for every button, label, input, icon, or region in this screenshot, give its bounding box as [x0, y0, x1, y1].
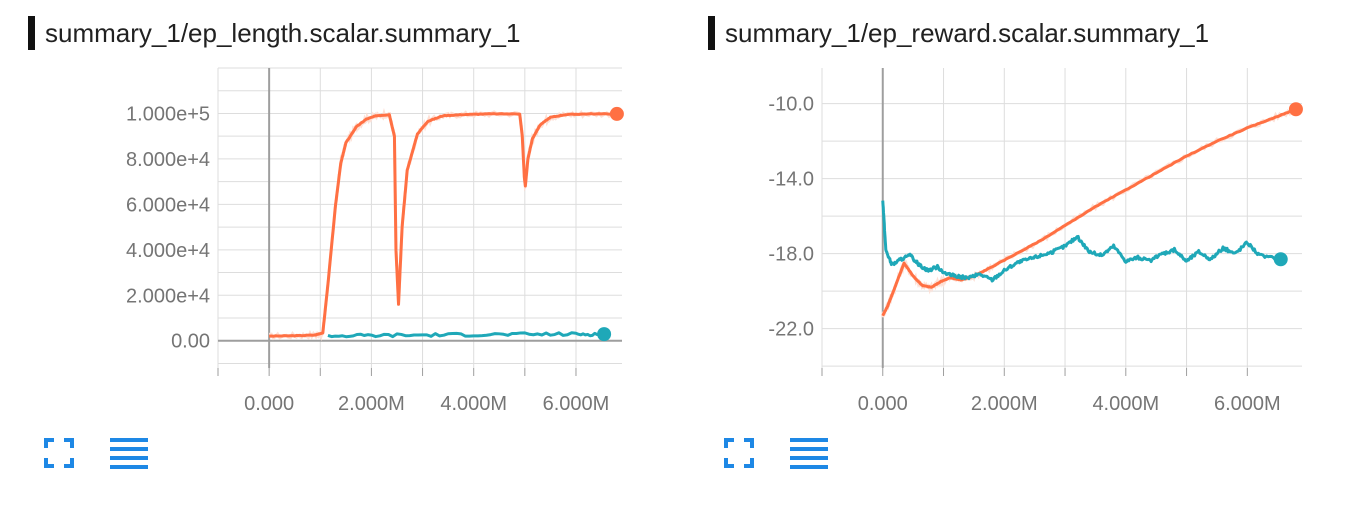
y-tick-label: -14.0 [768, 169, 814, 191]
data-table-lines-icon [110, 438, 148, 469]
series-raw-line [269, 107, 619, 342]
y-tick-label: 4.000e+4 [126, 240, 210, 262]
expand-button[interactable] [44, 438, 74, 468]
x-axis-ticks [217, 368, 577, 376]
line-chart-ep-reward[interactable]: -22.0 -18.0 -14.0 -10.0 0.000 2.000M 4.000M 6.0… [680, 0, 1340, 508]
x-tick-label: 4.000M [1092, 393, 1159, 415]
y-tick-label: 2.000e+4 [126, 285, 210, 307]
series-endpoint-marker [597, 327, 612, 342]
x-tick-label: 0.000 [858, 393, 908, 415]
gridlines [217, 67, 622, 368]
x-tick-label: 2.000M [338, 393, 405, 415]
series-line-orange [268, 112, 618, 338]
data-table-lines-icon [790, 438, 828, 469]
x-tick-label: 2.000M [971, 393, 1038, 415]
toggle-data-table-button[interactable] [110, 438, 148, 470]
series-endpoint-marker [1273, 252, 1288, 267]
toggle-data-table-button[interactable] [790, 438, 828, 470]
y-tick-label: 0.00 [171, 331, 210, 353]
chart-card-ep-length: summary_1/ep_length.scalar.summary_1 0.0… [0, 0, 660, 508]
fullscreen-expand-icon [724, 438, 754, 468]
y-tick-label: 6.000e+4 [126, 194, 210, 216]
gridlines [821, 68, 1302, 368]
series-endpoint-marker [609, 106, 624, 121]
y-tick-label: -22.0 [768, 319, 814, 341]
x-tick-label: 4.000M [440, 393, 507, 415]
series-line-teal [327, 331, 605, 339]
x-tick-label: 6.000M [543, 393, 610, 415]
x-axis-ticks [821, 368, 1248, 376]
line-chart-ep-length[interactable]: 0.00 2.000e+4 4.000e+4 6.000e+4 8.000e+4 1.00… [0, 0, 660, 508]
chart-title: summary_1/ep_reward.scalar.summary_1 [708, 16, 1209, 50]
fullscreen-expand-icon [44, 438, 74, 468]
expand-button[interactable] [724, 438, 754, 468]
y-tick-label: 1.000e+5 [126, 103, 210, 125]
series-line-orange [881, 107, 1297, 317]
y-tick-label: -10.0 [768, 94, 814, 116]
y-tick-label: -18.0 [768, 244, 814, 266]
series-line-teal [881, 200, 1282, 283]
x-tick-label: 0.000 [244, 393, 294, 415]
chart-title: summary_1/ep_length.scalar.summary_1 [28, 16, 520, 50]
y-tick-label: 8.000e+4 [126, 149, 210, 171]
x-tick-label: 6.000M [1214, 393, 1281, 415]
chart-card-ep-reward: summary_1/ep_reward.scalar.summary_1 -22… [680, 0, 1340, 508]
series-endpoint-marker [1288, 102, 1303, 117]
